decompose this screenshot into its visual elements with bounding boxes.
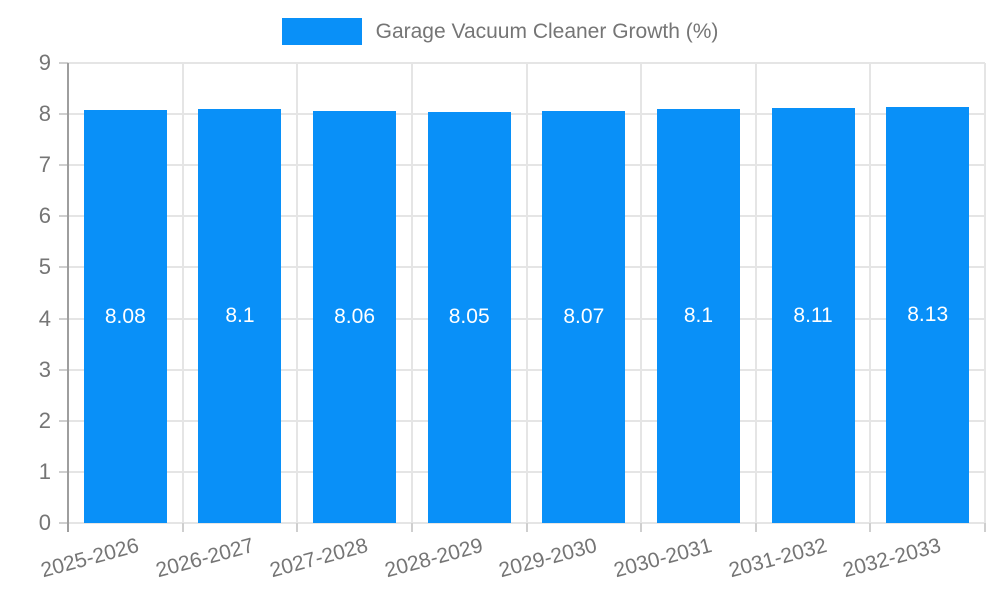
y-tick [59, 368, 68, 371]
y-axis-tick-label: 1 [38, 458, 51, 484]
bar-value-label: 8.11 [793, 303, 833, 327]
x-gridline [181, 63, 184, 523]
bar-value-label: 8.05 [448, 305, 490, 329]
x-gridline [640, 63, 643, 523]
x-axis-tick-label: 2031-2032 [726, 534, 830, 583]
bar[interactable] [313, 111, 397, 523]
x-gridline [984, 63, 986, 523]
y-tick [59, 317, 68, 320]
legend: Garage Vacuum Cleaner Growth (%) [0, 18, 1000, 45]
y-axis-tick-label: 8 [38, 101, 51, 127]
y-axis-tick-label: 0 [38, 510, 51, 535]
bar-value-label: 8.1 [683, 304, 714, 327]
y-tick [59, 62, 68, 64]
bar[interactable] [198, 109, 282, 523]
x-gridline [525, 63, 528, 523]
x-tick [754, 523, 757, 532]
x-gridline [869, 63, 872, 523]
x-tick [525, 523, 528, 532]
bar[interactable] [656, 109, 740, 523]
y-tick [59, 164, 68, 167]
y-axis-tick-label: 3 [38, 356, 51, 382]
x-axis-tick-label: 2025-2026 [38, 534, 142, 583]
bar-value-label: 8.08 [104, 304, 146, 328]
y-tick [59, 522, 68, 524]
x-tick [984, 523, 986, 532]
y-axis-tick-label: 6 [38, 203, 51, 229]
y-tick [59, 470, 68, 473]
bar-value-label: 8.06 [334, 305, 375, 329]
legend-swatch [281, 18, 362, 45]
bar[interactable] [83, 110, 167, 523]
y-tick [59, 113, 68, 116]
legend-item[interactable]: Garage Vacuum Cleaner Growth (%) [281, 18, 719, 45]
y-axis-tick-label: 7 [38, 152, 51, 178]
y-axis-tick-label: 9 [38, 50, 51, 75]
x-axis-tick-label: 2029-2030 [496, 534, 600, 583]
x-tick [640, 523, 643, 532]
bar[interactable] [771, 108, 855, 523]
y-tick [59, 266, 68, 269]
x-tick [181, 523, 184, 532]
x-gridline [410, 63, 413, 523]
bar-value-label: 8.1 [225, 304, 255, 327]
x-gridline [754, 63, 757, 523]
x-axis-tick-label: 2028-2029 [382, 534, 486, 583]
bar[interactable] [427, 111, 511, 523]
x-axis-tick-label: 2027-2028 [267, 534, 371, 583]
bar-value-label: 8.07 [563, 304, 605, 328]
x-axis-tick-label: 2032-2033 [840, 534, 944, 583]
y-tick [59, 419, 68, 422]
x-tick [869, 523, 872, 532]
x-gridline [296, 63, 299, 523]
x-axis-tick-label: 2026-2027 [152, 534, 256, 583]
x-tick [410, 523, 413, 532]
y-axis-tick-label: 4 [38, 305, 51, 331]
y-tick [59, 215, 68, 218]
x-tick [296, 523, 299, 532]
bar[interactable] [886, 107, 970, 523]
y-axis-tick-label: 5 [38, 254, 51, 280]
x-axis-tick-label: 2030-2031 [611, 534, 715, 583]
y-axis-tick-label: 2 [38, 407, 51, 433]
bar[interactable] [542, 110, 626, 523]
y-axis-line [67, 63, 69, 532]
legend-label: Garage Vacuum Cleaner Growth (%) [375, 19, 719, 43]
bar-value-label: 8.13 [907, 303, 949, 327]
